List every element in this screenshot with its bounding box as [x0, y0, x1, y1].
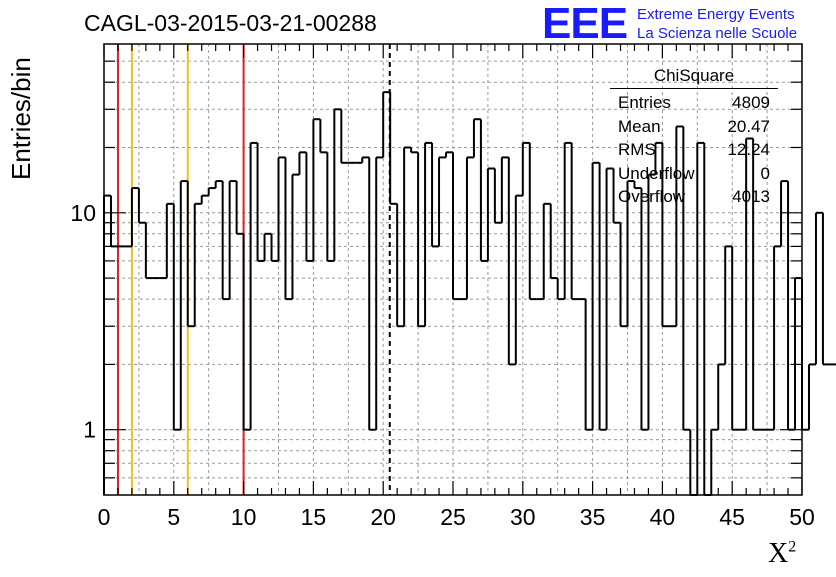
y-tick-label: 10	[70, 200, 96, 226]
x-tick-label: 15	[301, 504, 327, 530]
x-tick-label: 35	[580, 504, 606, 530]
stats-header: ChiSquare	[610, 66, 778, 89]
x-tick-label: 25	[440, 504, 466, 530]
y-axis-label: Entries/bin	[6, 57, 36, 180]
eee-logo: EEE	[542, 0, 628, 48]
stats-row-mean: Mean 20.47	[618, 116, 770, 136]
x-tick-label: 45	[719, 504, 745, 530]
y-tick-label: 1	[83, 417, 96, 443]
x-tick-label: 10	[231, 504, 257, 530]
x-tick-label: 30	[510, 504, 536, 530]
x-tick-label: 40	[650, 504, 676, 530]
x-axis-label: X2	[768, 538, 797, 569]
x-tick-label: 20	[370, 504, 396, 530]
logo-line-2: La Scienza nelle Scuole	[637, 25, 798, 42]
x-tick-label: 0	[98, 504, 111, 530]
stats-row-entries: Entries 4809	[618, 93, 770, 112]
stats-box: ChiSquare Entries 4809 Mean 20.47 RMS 12…	[610, 66, 778, 209]
x-tick-label: 50	[789, 504, 815, 530]
stats-row-overflow: Overflow 4013	[618, 187, 770, 206]
stats-row-rms: RMS 12.24	[618, 140, 770, 159]
logo-line-1: Extreme Energy Events	[637, 6, 795, 23]
stats-row-underflow: Underflow 0	[618, 163, 770, 183]
chart-title: CAGL-03-2015-03-21-00288	[84, 10, 377, 36]
x-tick-label: 5	[167, 504, 180, 530]
